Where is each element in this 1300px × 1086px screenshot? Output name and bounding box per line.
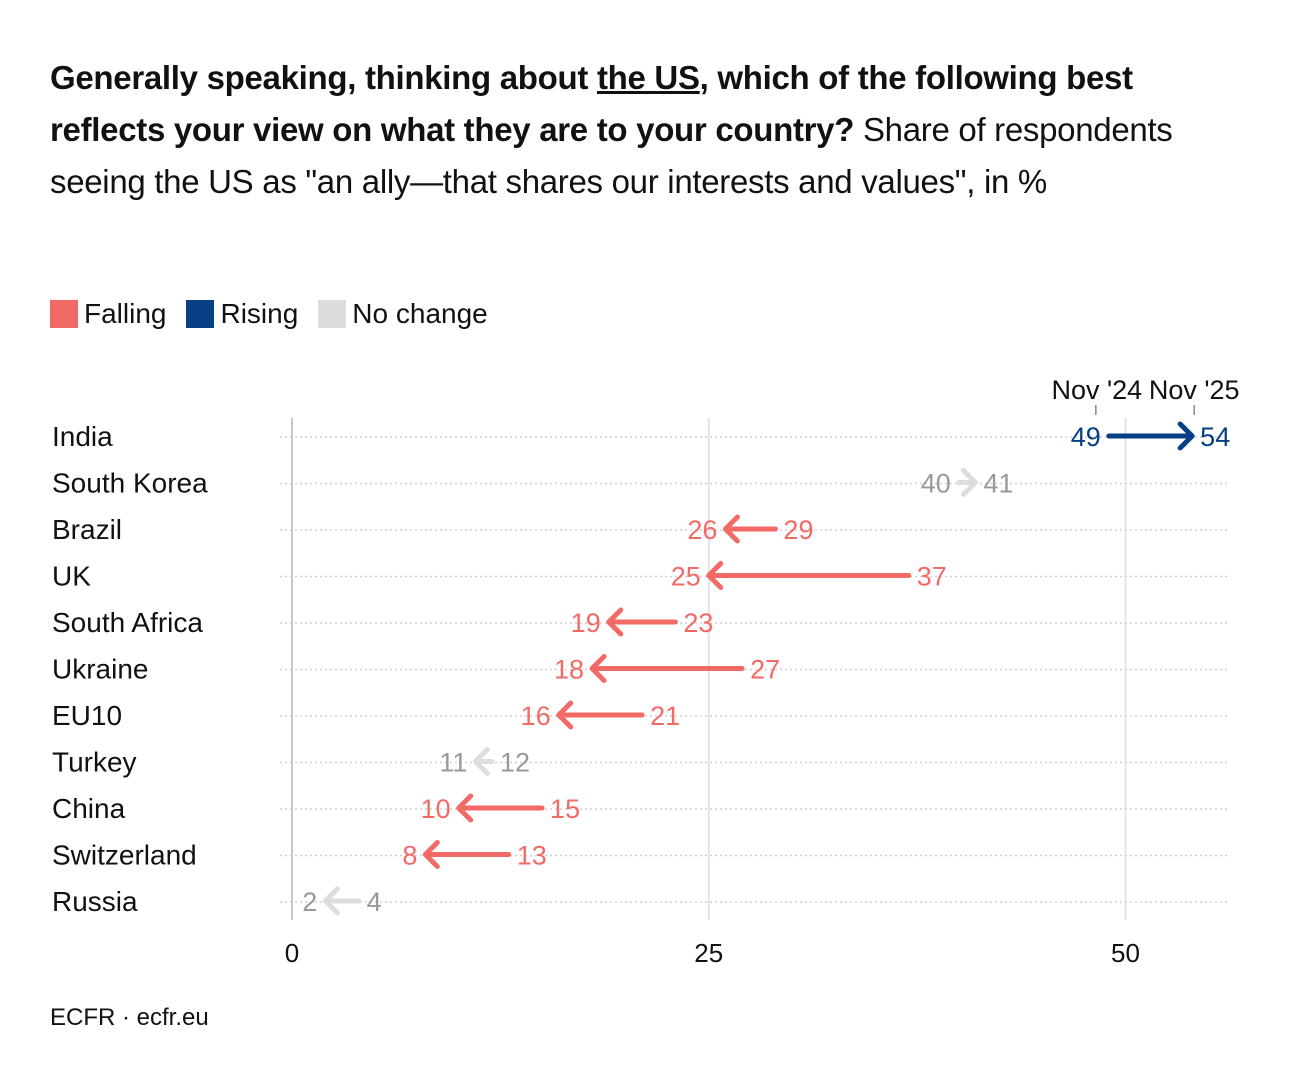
value-label-nov24: 4	[367, 887, 382, 917]
value-label-nov24: 37	[917, 562, 947, 592]
legend-label: No change	[352, 298, 488, 329]
arrow-head	[589, 654, 607, 683]
country-label: Switzerland	[52, 840, 197, 871]
x-tick-label: 0	[285, 938, 299, 968]
value-label-nov25: 16	[521, 701, 551, 731]
country-label: China	[52, 793, 126, 824]
arrow-head	[322, 886, 340, 916]
legend: Falling Rising No change	[50, 298, 488, 330]
period-label-start: Nov '24	[1051, 375, 1142, 405]
country-label: UK	[52, 561, 91, 592]
arrow-head	[556, 700, 574, 730]
arrow-head	[456, 793, 474, 823]
value-label-nov24: 23	[683, 608, 713, 638]
legend-swatch	[50, 300, 78, 328]
value-label-nov25: 19	[571, 608, 601, 638]
arrow-head	[722, 514, 740, 544]
value-label-nov24: 13	[517, 841, 547, 871]
footer-source: ECFR · ecfr.eu	[50, 1004, 209, 1031]
arrow-head	[422, 840, 440, 869]
value-label-nov25: 2	[302, 887, 317, 917]
value-label-nov25: 41	[983, 469, 1013, 499]
arrow-head	[1177, 421, 1195, 451]
legend-swatch	[186, 300, 215, 328]
value-label-nov24: 49	[1071, 422, 1101, 452]
value-label-nov25: 10	[421, 794, 451, 824]
legend-swatch	[318, 300, 347, 328]
arrow-head	[706, 561, 724, 590]
country-label: South Africa	[52, 607, 203, 638]
country-label: EU10	[52, 700, 122, 731]
legend-item-falling: Falling	[50, 298, 166, 330]
value-label-nov24: 21	[650, 701, 680, 731]
title-bold-part: Generally speaking, thinking about	[50, 59, 597, 96]
value-label-nov25: 11	[439, 748, 467, 778]
value-label-nov24: 29	[783, 515, 813, 545]
value-label-nov24: 40	[921, 469, 951, 499]
period-label-end: Nov '25	[1149, 375, 1240, 405]
legend-label: Falling	[84, 298, 167, 329]
title-bold-end: , which of the following best reflects y…	[50, 59, 1133, 148]
country-label: Turkey	[52, 747, 137, 778]
country-label: Russia	[52, 886, 138, 917]
country-label: South Korea	[52, 468, 208, 499]
value-label-nov25: 25	[671, 562, 701, 592]
title-subtitle: Share of respondents seeing the US as "a…	[50, 111, 1173, 200]
country-label: Brazil	[52, 514, 122, 545]
legend-label: Rising	[220, 298, 299, 329]
title-underlined: the US	[596, 59, 700, 96]
chart-title: Generally speaking, thinking about the U…	[50, 52, 1240, 208]
x-tick-label: 50	[1111, 938, 1140, 968]
value-label-nov25: 54	[1200, 422, 1230, 452]
arrow-head	[472, 747, 490, 776]
value-label-nov24: 12	[500, 748, 530, 778]
country-label: India	[52, 421, 113, 452]
value-label-nov25: 8	[402, 841, 417, 871]
value-label-nov25: 26	[687, 515, 717, 545]
legend-item-rising: Rising	[186, 298, 298, 330]
value-label-nov25: 18	[554, 655, 584, 685]
arrow-head	[606, 607, 624, 637]
value-label-nov24: 15	[550, 794, 580, 824]
country-label: Ukraine	[52, 654, 148, 685]
value-label-nov24: 27	[750, 655, 780, 685]
x-tick-label: 25	[694, 938, 723, 968]
legend-item-no-change: No change	[318, 298, 488, 330]
arrow-head	[960, 468, 978, 497]
